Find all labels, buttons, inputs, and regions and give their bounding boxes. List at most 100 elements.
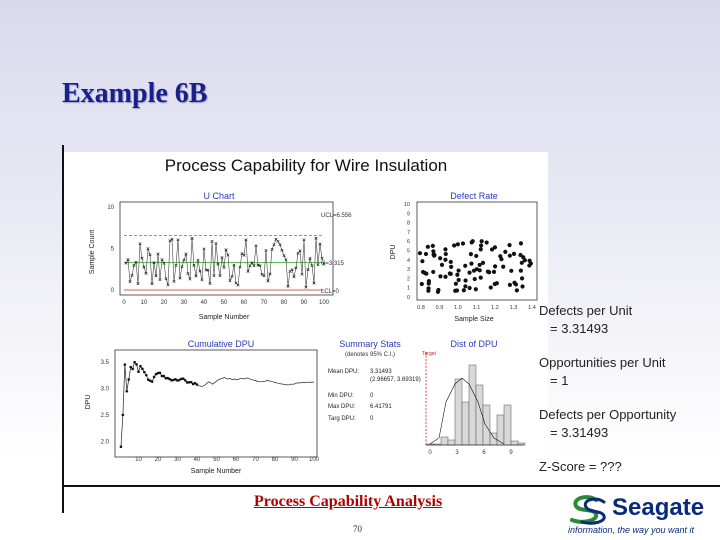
cumulative-xtick: 60 xyxy=(233,457,240,463)
summary-label: Targ DPU: xyxy=(328,416,356,422)
defect-rate-point xyxy=(448,259,453,265)
u-chart-xtick: 60 xyxy=(241,300,248,306)
u-chart-point xyxy=(266,279,270,283)
cumulative-point xyxy=(174,377,177,381)
cumulative-point xyxy=(154,372,158,376)
dpu-value: = 3.31493 xyxy=(550,321,609,336)
u-chart-point xyxy=(228,279,232,283)
cumulative-xtick: 40 xyxy=(194,457,201,463)
u-chart-marks xyxy=(124,235,326,291)
defect-rate-point xyxy=(501,264,506,269)
notes-panel: Defects per Unit = 3.31493 Opportunities… xyxy=(539,302,676,476)
cumulative-ytick: 3.0 xyxy=(101,386,110,392)
u-chart-point xyxy=(260,272,264,276)
slide-title: Example 6B xyxy=(62,78,208,109)
u-chart-center-label: U=3.315 xyxy=(321,261,345,267)
dist-bar xyxy=(461,401,470,446)
capability-figure: Process Capability for Wire Insulation U… xyxy=(64,152,548,479)
defect-rate-point xyxy=(499,257,504,262)
u-chart-point xyxy=(294,266,298,270)
cumulative-point xyxy=(131,367,134,371)
u-chart-point xyxy=(290,268,294,272)
summary-label: Max DPU: xyxy=(328,404,356,410)
defect-rate-point xyxy=(463,263,468,268)
u-chart-ylabel: Sample Count xyxy=(89,230,96,274)
cumulative-ytick: 3.5 xyxy=(101,360,110,366)
cumulative-xtick: 30 xyxy=(174,457,181,463)
dist-bar xyxy=(510,440,519,446)
defect-rate-point xyxy=(478,243,484,248)
u-chart-point xyxy=(164,277,168,281)
defect-rate-xtick: 0.9 xyxy=(436,305,444,311)
summary-value: (2.96657, 3.69319) xyxy=(370,377,421,383)
defect-rate-point xyxy=(527,263,532,268)
u-chart-point xyxy=(174,263,178,267)
u-chart-point xyxy=(210,239,214,243)
u-chart-point xyxy=(262,274,266,278)
u-chart-point xyxy=(216,262,220,266)
u-chart-point xyxy=(236,283,240,287)
defect-rate-point xyxy=(431,249,436,254)
defect-rate-point xyxy=(443,251,448,257)
dist-xtick: 9 xyxy=(509,450,513,456)
u-chart-point xyxy=(132,263,136,267)
u-chart-point xyxy=(304,285,308,289)
u-chart-point xyxy=(264,248,268,253)
defect-rate-point xyxy=(478,247,483,252)
defect-rate-point xyxy=(419,281,424,287)
dist-bar xyxy=(468,364,477,446)
defect-rate-title: Defect Rate xyxy=(450,191,498,201)
cumulative-title: Cumulative DPU xyxy=(188,339,255,349)
u-chart-point xyxy=(130,273,134,277)
cumulative-point xyxy=(125,389,129,393)
u-chart-point xyxy=(138,242,142,246)
defect-rate-point xyxy=(484,240,489,245)
u-chart-point xyxy=(140,256,144,260)
cumulative-point xyxy=(172,378,175,382)
defect-rate-point xyxy=(520,284,525,289)
defect-rate-point xyxy=(507,253,512,258)
logo-tagline: information, the way you want it xyxy=(568,525,695,535)
u-chart-point xyxy=(280,248,284,252)
defect-rate-point xyxy=(455,242,460,247)
seagate-logo: Seagate information, the way you want it xyxy=(566,492,716,538)
cumulative-point xyxy=(193,381,197,385)
defect-rate-ytick: 9 xyxy=(407,211,410,217)
defect-rate-point xyxy=(512,280,517,285)
u-chart-point xyxy=(182,258,186,262)
u-chart-ytick: 0 xyxy=(111,288,115,294)
u-chart-point xyxy=(248,264,252,268)
u-chart-point xyxy=(208,282,212,286)
opu-label: Opportunities per Unit xyxy=(539,355,666,370)
cumulative-xtick: 20 xyxy=(155,457,162,463)
dpu-label: Defects per Unit xyxy=(539,303,633,318)
cumulative-point xyxy=(162,374,166,378)
defect-rate-point xyxy=(474,267,479,272)
defect-rate-point xyxy=(426,279,432,284)
cumulative-xtick: 50 xyxy=(213,457,220,463)
dist-bar xyxy=(454,378,463,446)
u-chart-point xyxy=(158,278,162,282)
seagate-swirl-icon xyxy=(570,495,606,525)
u-chart-point xyxy=(200,278,204,282)
defect-rate-point xyxy=(426,286,431,291)
cumulative-point xyxy=(150,380,154,383)
u-chart-point xyxy=(246,269,250,273)
dist-bar xyxy=(440,436,449,446)
u-chart-point xyxy=(186,272,190,276)
summary-stats-table: Mean DPU: 3.31493 (2.96657, 3.69319) Min DP… xyxy=(328,369,421,422)
u-chart-point xyxy=(242,253,246,257)
cumulative-point xyxy=(145,373,148,377)
cumulative-point xyxy=(191,382,195,386)
defect-rate-xtick: 1.1 xyxy=(473,305,481,311)
u-chart-point xyxy=(206,268,210,272)
defect-rate-point xyxy=(473,287,478,292)
defect-rate-ytick: 6 xyxy=(407,239,410,245)
u-chart-point xyxy=(144,271,148,275)
zscore-text: Z-Score = ??? xyxy=(539,459,622,474)
u-chart-y-axis: 0 5 10 xyxy=(107,205,114,294)
u-chart-lcl-label: LCL=0 xyxy=(321,289,340,295)
defect-rate-point xyxy=(443,274,448,279)
cumulative-point xyxy=(146,378,150,382)
defect-rate-point xyxy=(420,259,425,264)
